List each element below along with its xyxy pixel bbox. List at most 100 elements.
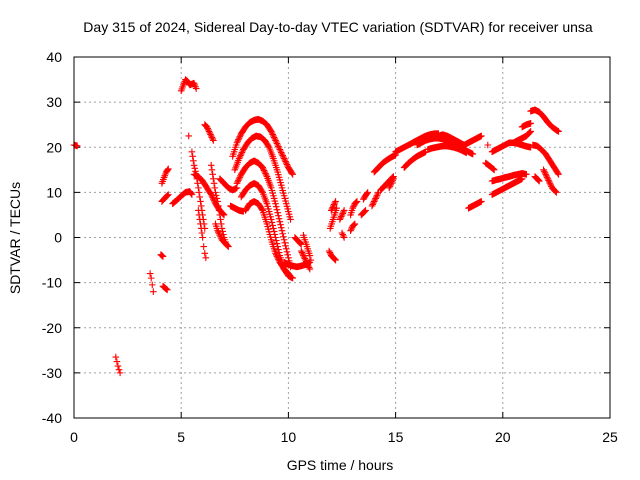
data-point: [269, 131, 276, 138]
data-point: [211, 184, 219, 192]
data-point: [490, 165, 497, 173]
data-point: [217, 216, 224, 223]
data-point: [214, 227, 221, 235]
x-tick-label: 10: [281, 429, 297, 445]
data-point: [330, 202, 337, 210]
data-point: [278, 227, 286, 235]
data-point: [196, 216, 204, 223]
data-point: [209, 194, 216, 201]
data-point: [206, 129, 214, 137]
data-point: [523, 171, 530, 178]
data-point: [147, 274, 155, 282]
data-point: [196, 193, 204, 201]
data-point: [235, 155, 243, 162]
data-point: [215, 202, 222, 210]
data-point: [553, 189, 560, 196]
data-point: [534, 176, 542, 183]
data-point: [463, 149, 470, 156]
data-series-segment: [70, 141, 81, 150]
data-point: [296, 239, 304, 247]
data-point: [353, 198, 361, 205]
data-point: [238, 149, 246, 156]
data-point: [207, 131, 214, 138]
data-point: [215, 207, 223, 214]
data-point: [277, 221, 284, 229]
data-point: [279, 230, 286, 238]
data-point: [275, 256, 282, 263]
data-point: [340, 208, 347, 216]
data-point: [207, 162, 215, 169]
data-point: [277, 224, 285, 232]
data-series-segment: [112, 353, 124, 377]
data-point: [300, 253, 308, 261]
data-point: [371, 196, 379, 204]
data-point: [347, 227, 354, 235]
data-point: [277, 147, 284, 155]
data-point: [190, 157, 197, 165]
data-point: [277, 149, 285, 156]
data-point: [281, 239, 289, 247]
y-tick-label: -10: [42, 275, 62, 291]
data-point: [350, 203, 357, 210]
data-point: [216, 211, 224, 219]
data-point: [555, 128, 562, 135]
data-point: [217, 233, 224, 241]
data-series-segment: [482, 159, 498, 174]
data-point: [338, 211, 346, 219]
data-point: [213, 195, 221, 202]
data-point: [385, 184, 393, 192]
data-series-segment: [424, 142, 470, 156]
data-point: [198, 229, 206, 237]
data-point: [275, 143, 282, 150]
data-point: [272, 251, 280, 259]
data-series-segment: [347, 220, 359, 235]
data-point: [273, 206, 281, 213]
data-series-segment: [177, 76, 200, 95]
data-point: [236, 133, 244, 141]
data-series-segment: [488, 175, 526, 198]
data-point: [158, 251, 165, 259]
data-point: [282, 245, 290, 253]
y-tick-label: 10: [46, 184, 62, 200]
data-point: [258, 187, 266, 195]
data-point: [478, 132, 485, 140]
data-series-segment: [146, 270, 157, 295]
data-point: [304, 261, 311, 268]
data-point: [347, 225, 355, 233]
data-point: [289, 274, 296, 282]
data-point: [164, 192, 171, 199]
data-point: [195, 207, 202, 214]
data-series-segment: [169, 188, 196, 207]
data-point: [270, 134, 278, 141]
data-point: [275, 144, 283, 152]
data-series-segment: [212, 220, 232, 250]
data-point: [197, 202, 205, 210]
data-point: [273, 240, 281, 247]
data-point: [163, 286, 171, 294]
data-point: [540, 168, 548, 175]
data-point: [273, 253, 281, 260]
y-axis-label: SDTVAR / TECUs: [7, 182, 23, 294]
data-point: [339, 231, 347, 238]
data-point: [331, 256, 339, 263]
data-point: [388, 180, 395, 187]
data-point: [236, 153, 244, 161]
data-point: [112, 353, 120, 361]
data-point: [285, 254, 292, 262]
y-tick-label: 0: [54, 230, 62, 246]
data-point: [518, 175, 526, 183]
data-series-segment: [158, 191, 172, 205]
data-point: [187, 190, 195, 197]
data-point: [325, 247, 333, 255]
data-point: [280, 233, 287, 241]
data-point: [262, 171, 270, 179]
data-point: [307, 256, 315, 264]
data-point: [478, 198, 485, 205]
data-point: [306, 265, 314, 273]
data-point: [351, 220, 359, 228]
data-series-segment: [347, 198, 361, 219]
data-point: [352, 199, 359, 207]
data-point: [285, 270, 292, 277]
data-point: [268, 219, 276, 226]
data-point: [146, 270, 154, 277]
